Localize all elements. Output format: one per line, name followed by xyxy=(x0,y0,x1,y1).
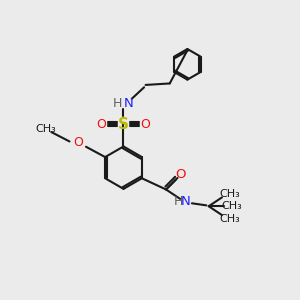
Text: O: O xyxy=(73,136,83,149)
Text: N: N xyxy=(181,195,191,208)
Text: O: O xyxy=(175,168,186,181)
Text: CH₃: CH₃ xyxy=(220,189,240,199)
Text: CH₃: CH₃ xyxy=(35,124,56,134)
Text: S: S xyxy=(118,117,129,132)
Text: O: O xyxy=(97,118,106,131)
Text: N: N xyxy=(124,97,134,110)
Text: O: O xyxy=(141,118,151,131)
Text: CH₃: CH₃ xyxy=(220,214,240,224)
Text: H: H xyxy=(112,97,122,110)
Text: H: H xyxy=(174,195,183,208)
Text: CH₃: CH₃ xyxy=(221,201,242,211)
